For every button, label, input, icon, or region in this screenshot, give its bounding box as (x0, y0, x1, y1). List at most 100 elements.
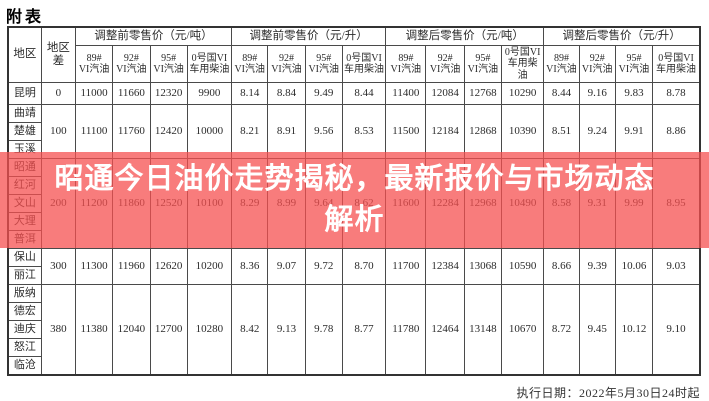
value-cell: 11500 (385, 104, 427, 159)
value-cell: 9.72 (304, 248, 343, 285)
value-cell: 12768 (463, 82, 503, 105)
table-row: 版纳 380 11380 12040 12700 10280 8.42 9.13 9.78 8.7… (7, 284, 701, 376)
value-cell: 8.78 (652, 82, 701, 105)
value-cell: 8.44 (341, 82, 387, 105)
group-header: 调整后零售价（元/吨） (385, 26, 545, 46)
group-header: 调整前零售价（元/升） (231, 26, 387, 46)
column-header: 0号国VI 车用柴油 (341, 45, 387, 83)
value-cell: 12868 (463, 104, 503, 159)
region-cell: 版纳 (7, 284, 42, 303)
value-cell: 9.45 (578, 284, 616, 376)
value-cell: 12084 (425, 82, 465, 105)
value-cell: 9.83 (614, 82, 654, 105)
column-header: 89# VI汽油 (231, 45, 269, 83)
value-cell: 11000 (74, 82, 114, 105)
value-cell: 8.21 (231, 104, 269, 159)
table-row: 临沧 (7, 356, 700, 376)
value-cell: 11760 (112, 104, 151, 159)
value-cell: 12620 (149, 248, 188, 285)
value-cell: 10000 (186, 104, 233, 159)
value-cell: 8.51 (543, 104, 580, 159)
value-cell: 8.42 (231, 284, 269, 376)
column-header: 89# VI汽油 (543, 45, 580, 83)
banner-title-line-2: 解析 (324, 204, 385, 236)
value-cell: 12700 (149, 284, 188, 376)
value-cell: 11400 (385, 82, 427, 105)
value-cell: 10.06 (614, 248, 654, 285)
value-cell: 12040 (112, 284, 151, 376)
column-header: 0号国VI 车用柴油 (652, 45, 701, 83)
region-diff-cell: 300 (40, 248, 76, 285)
value-cell: 8.53 (341, 104, 387, 159)
promo-banner: 昭通今日油价走势揭秘，最新报价与市场动态 解析 (0, 152, 709, 248)
region-cell: 曲靖 (7, 104, 42, 123)
value-cell: 9.56 (304, 104, 343, 159)
region-cell: 保山 (7, 248, 42, 267)
value-cell: 12464 (425, 284, 465, 376)
region-cell: 怒江 (7, 338, 42, 357)
value-cell: 9.13 (267, 284, 306, 376)
column-header: 95# VI汽油 (304, 45, 343, 83)
header-region: 地区 (7, 26, 42, 83)
banner-title-line-1: 昭通今日油价走势揭秘，最新报价与市场动态 (54, 163, 655, 195)
table-row: 保山 300 11300 11960 12620 10200 8.36 9.07 9.72 8.7… (7, 248, 701, 285)
value-cell: 9.91 (614, 104, 654, 159)
value-cell: 9.16 (578, 82, 616, 105)
value-cell: 12384 (425, 248, 465, 285)
value-cell: 8.91 (267, 104, 306, 159)
table-row: 昆明 0 11000 11660 12320 9900 8.14 8.84 9.49 8.44 11… (7, 82, 701, 105)
value-cell: 10.12 (614, 284, 654, 376)
value-cell: 11380 (74, 284, 114, 376)
column-header: 0号国VI 车用柴油 (186, 45, 233, 83)
value-cell: 9.78 (304, 284, 343, 376)
table-row: 曲靖 100 11100 11760 12420 10000 8.21 8.91 9.56 8.5… (7, 104, 701, 159)
column-header: 92# VI汽油 (267, 45, 306, 83)
execution-date: 执行日期：2022年5月30日24时起 (516, 386, 700, 400)
value-cell: 13148 (463, 284, 503, 376)
region-cell: 临沧 (7, 356, 42, 376)
value-cell: 8.72 (543, 284, 580, 376)
region-cell: 德宏 (7, 302, 42, 321)
value-cell: 10290 (500, 82, 545, 105)
value-cell: 10590 (500, 248, 545, 285)
value-cell: 9.24 (578, 104, 616, 159)
group-header: 调整后零售价（元/升） (543, 26, 701, 46)
table-row: 怒江 (7, 338, 700, 357)
value-cell: 8.66 (543, 248, 580, 285)
region-cell: 昆明 (7, 82, 42, 105)
column-header: 92# VI汽油 (578, 45, 616, 83)
value-cell: 10390 (500, 104, 545, 159)
region-cell: 楚雄 (7, 122, 42, 141)
column-header: 95# VI汽油 (463, 45, 503, 83)
region-diff-cell: 100 (40, 104, 76, 159)
value-cell: 8.44 (543, 82, 580, 105)
value-cell: 8.77 (341, 284, 387, 376)
table-header: 地区 地区差 调整前零售价（元/吨） 调整前零售价（元/升） 调整后零售价（元/吨） 调整… (7, 26, 701, 83)
column-header: 89# VI汽油 (74, 45, 114, 83)
column-header: 95# VI汽油 (149, 45, 188, 83)
region-cell: 迪庆 (7, 320, 42, 339)
value-cell: 10670 (500, 284, 545, 376)
column-header: 92# VI汽油 (112, 45, 151, 83)
column-header: 89# VI汽油 (385, 45, 427, 83)
value-cell: 8.14 (231, 82, 269, 105)
region-diff-cell: 0 (40, 82, 76, 105)
value-cell: 12184 (425, 104, 465, 159)
value-cell: 12320 (149, 82, 188, 105)
value-cell: 11300 (74, 248, 114, 285)
value-cell: 8.84 (267, 82, 306, 105)
table-row: 德宏 (7, 302, 700, 321)
value-cell: 9.39 (578, 248, 616, 285)
page-title: 附表 (6, 9, 45, 26)
table-row: 迪庆 (7, 320, 700, 339)
value-cell: 9.49 (304, 82, 343, 105)
region-cell: 丽江 (7, 266, 42, 285)
value-cell: 8.86 (652, 104, 701, 159)
header-region-diff: 地区差 (40, 26, 76, 83)
value-cell: 9.03 (652, 248, 701, 285)
value-cell: 9900 (186, 82, 233, 105)
value-cell: 11700 (385, 248, 427, 285)
column-header: 92# VI汽油 (425, 45, 465, 83)
group-header: 调整前零售价（元/吨） (74, 26, 233, 46)
value-cell: 8.36 (231, 248, 269, 285)
